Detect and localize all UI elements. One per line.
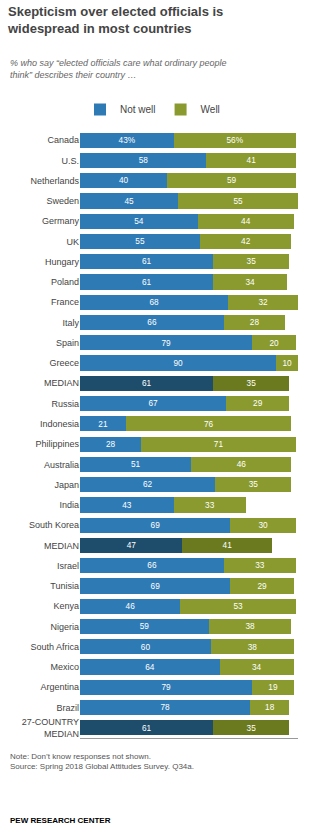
svg-text:Hungary: Hungary: [45, 257, 80, 267]
svg-text:35: 35: [247, 724, 257, 733]
svg-text:Argentina: Argentina: [40, 682, 79, 692]
svg-text:Indonesia: Indonesia: [40, 419, 79, 429]
svg-text:Philippines: Philippines: [35, 439, 79, 449]
svg-text:Spain: Spain: [56, 338, 79, 348]
svg-text:19: 19: [268, 683, 278, 692]
svg-text:33: 33: [255, 561, 265, 570]
svg-text:64: 64: [145, 663, 155, 672]
svg-text:20: 20: [269, 339, 279, 348]
svg-text:Sweden: Sweden: [46, 196, 79, 206]
svg-text:South Africa: South Africa: [30, 642, 79, 652]
svg-text:35: 35: [247, 257, 257, 266]
svg-text:Australia: Australia: [44, 460, 79, 470]
svg-text:Kenya: Kenya: [53, 601, 79, 611]
svg-text:33: 33: [205, 501, 215, 510]
svg-text:29: 29: [253, 399, 263, 408]
svg-text:56%: 56%: [227, 136, 244, 145]
svg-text:28: 28: [250, 318, 260, 327]
svg-text:34: 34: [245, 278, 255, 287]
svg-text:69: 69: [151, 582, 161, 591]
svg-text:42: 42: [241, 237, 251, 246]
svg-text:40: 40: [119, 176, 129, 185]
svg-text:Not well: Not well: [120, 104, 156, 115]
svg-text:66: 66: [147, 318, 157, 327]
svg-text:90: 90: [173, 359, 183, 368]
svg-text:68: 68: [150, 298, 160, 307]
svg-text:27-COUNTRYMEDIAN: 27-COUNTRYMEDIAN: [22, 717, 79, 739]
svg-text:41: 41: [223, 541, 233, 550]
svg-text:67: 67: [148, 399, 158, 408]
svg-text:54: 54: [134, 217, 144, 226]
svg-text:34: 34: [252, 663, 262, 672]
svg-text:MEDIAN: MEDIAN: [44, 378, 79, 388]
svg-text:21: 21: [98, 420, 108, 429]
svg-text:18: 18: [265, 703, 275, 712]
svg-text:Skepticism over elected offici: Skepticism over elected officials iswide…: [7, 4, 223, 36]
svg-text:India: India: [59, 500, 79, 510]
svg-text:79: 79: [162, 339, 172, 348]
svg-text:35: 35: [249, 480, 259, 489]
svg-text:UK: UK: [66, 237, 79, 247]
svg-text:59: 59: [140, 622, 150, 631]
svg-text:38: 38: [245, 622, 255, 631]
svg-text:55: 55: [233, 197, 243, 206]
svg-text:Netherlands: Netherlands: [30, 176, 79, 186]
svg-text:Brazil: Brazil: [56, 703, 79, 713]
svg-text:43: 43: [122, 501, 132, 510]
svg-text:55: 55: [135, 237, 145, 246]
svg-text:Israel: Israel: [57, 561, 79, 571]
svg-text:Poland: Poland: [51, 277, 79, 287]
svg-text:79: 79: [162, 683, 172, 692]
svg-text:Note: Don’t know responses not: Note: Don’t know responses not shown.Sou…: [10, 752, 194, 771]
svg-text:58: 58: [139, 156, 149, 165]
svg-text:45: 45: [124, 197, 134, 206]
svg-text:44: 44: [241, 217, 251, 226]
svg-text:10: 10: [282, 359, 292, 368]
svg-text:35: 35: [247, 379, 257, 388]
svg-text:46: 46: [126, 602, 136, 611]
svg-text:Greece: Greece: [49, 358, 79, 368]
svg-text:43%: 43%: [119, 136, 136, 145]
svg-text:MEDIAN: MEDIAN: [44, 541, 79, 551]
svg-text:66: 66: [147, 561, 157, 570]
svg-text:60: 60: [141, 643, 151, 652]
svg-text:47: 47: [127, 541, 137, 550]
svg-text:Nigeria: Nigeria: [50, 622, 79, 632]
svg-text:53: 53: [233, 602, 243, 611]
svg-text:69: 69: [151, 521, 161, 530]
svg-text:Italy: Italy: [62, 318, 79, 328]
svg-text:71: 71: [214, 440, 224, 449]
svg-text:Well: Well: [201, 104, 220, 115]
svg-text:U.S.: U.S.: [61, 156, 79, 166]
svg-text:61: 61: [142, 379, 152, 388]
svg-text:Russia: Russia: [51, 399, 79, 409]
svg-text:Tunisia: Tunisia: [50, 581, 79, 591]
svg-text:61: 61: [142, 257, 152, 266]
svg-text:28: 28: [106, 440, 116, 449]
svg-text:51: 51: [131, 460, 141, 469]
svg-text:30: 30: [259, 521, 269, 530]
svg-text:Germany: Germany: [42, 216, 80, 226]
svg-text:76: 76: [204, 420, 214, 429]
svg-text:PEW RESEARCH CENTER: PEW RESEARCH CENTER: [10, 816, 111, 825]
svg-text:41: 41: [247, 156, 257, 165]
svg-text:32: 32: [259, 298, 269, 307]
svg-text:France: France: [51, 297, 79, 307]
svg-text:59: 59: [227, 176, 237, 185]
svg-text:Canada: Canada: [47, 135, 79, 145]
svg-text:29: 29: [257, 582, 267, 591]
svg-text:Japan: Japan: [54, 480, 79, 490]
svg-text:38: 38: [248, 643, 258, 652]
svg-text:61: 61: [142, 278, 152, 287]
svg-text:46: 46: [237, 460, 247, 469]
svg-text:78: 78: [160, 703, 170, 712]
svg-text:61: 61: [142, 724, 152, 733]
svg-text:South Korea: South Korea: [29, 520, 79, 530]
svg-text:62: 62: [143, 480, 153, 489]
svg-text:% who say “elected officials c: % who say “elected officials care what o…: [10, 58, 227, 80]
svg-text:Mexico: Mexico: [50, 662, 79, 672]
